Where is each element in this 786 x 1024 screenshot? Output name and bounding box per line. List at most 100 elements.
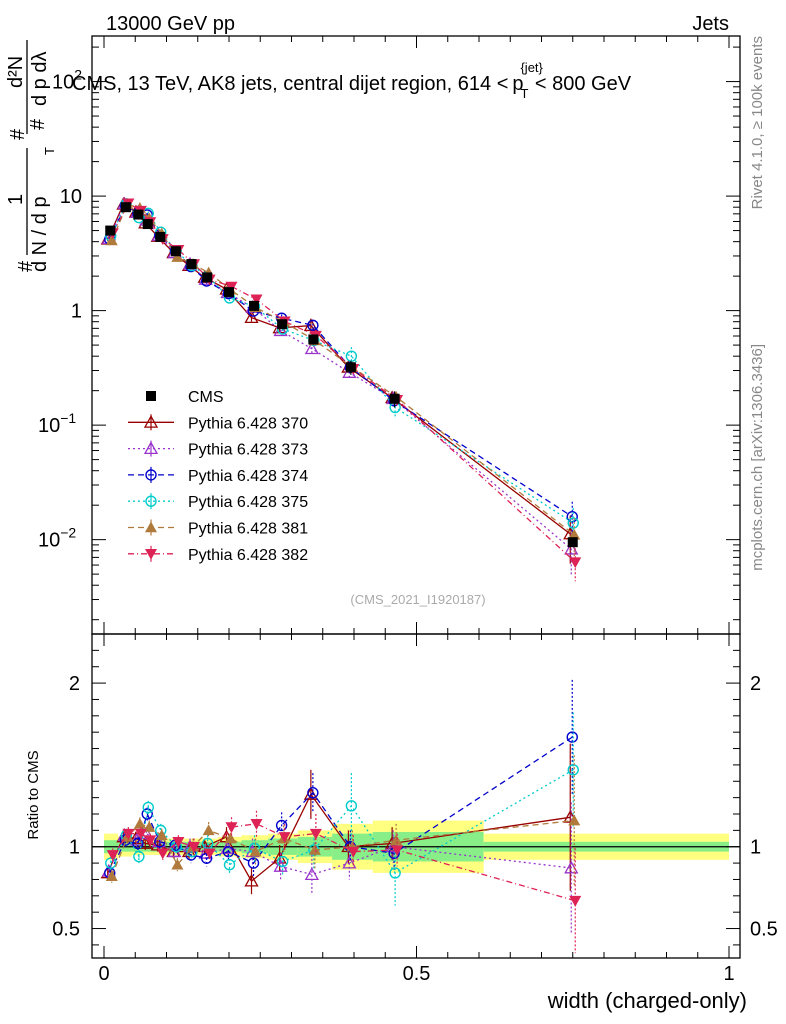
series-point-ratio xyxy=(304,867,319,880)
cms-point xyxy=(142,219,153,230)
series-point-ratio xyxy=(309,828,322,840)
series-point-ratio xyxy=(308,844,321,855)
series-point-ratio xyxy=(222,845,235,858)
legend-label: Pythia 6.428 373 xyxy=(188,442,308,459)
legend-marker xyxy=(143,441,159,455)
series-point-ratio xyxy=(569,895,582,907)
series-point-ratio xyxy=(223,859,236,871)
legend-entry: CMS xyxy=(146,389,224,406)
analysis-watermark: (CMS_2021_I1920187) xyxy=(350,592,485,607)
x-tick-label: 0.5 xyxy=(403,963,431,985)
series-point-main xyxy=(250,294,263,306)
series-point-ratio xyxy=(203,848,216,860)
series-point-ratio xyxy=(224,832,237,844)
series-point-ratio xyxy=(155,829,168,841)
series-point-ratio xyxy=(188,841,200,853)
series-point-ratio xyxy=(172,837,185,848)
axis-ticks: 0 0.5 1 10−2 10−1 1 10 102 0.5 0.5 1 1 2 2 xyxy=(38,36,778,985)
cms-point xyxy=(345,362,356,373)
series-point-main xyxy=(568,528,581,540)
series-point-ratio xyxy=(144,835,157,847)
series-point-ratio xyxy=(197,839,212,853)
cms-point xyxy=(170,246,181,257)
series-point-ratio xyxy=(201,837,214,850)
series-point-ratio xyxy=(568,814,581,826)
x-tick-label: 0 xyxy=(98,963,109,985)
cms-point xyxy=(155,231,166,242)
series-layer xyxy=(100,196,582,954)
series-pythia-6.428-382 xyxy=(106,198,582,954)
series-point-main xyxy=(566,510,578,523)
chart-title: CMS, 13 TeV, AK8 jets, central dijet reg… xyxy=(72,60,632,101)
legend-label: Pythia 6.428 381 xyxy=(188,521,308,538)
legend-label: Pythia 6.428 382 xyxy=(188,547,308,564)
title-main: CMS, 13 TeV, AK8 jets, central dijet reg… xyxy=(72,73,508,95)
y-tick-label-ratio: 1 xyxy=(69,837,80,859)
series-point-main xyxy=(307,319,319,331)
cms-point xyxy=(249,300,259,311)
series-point-main xyxy=(569,557,582,569)
legend-entry: Pythia 6.428 374 xyxy=(128,466,308,485)
series-point-ratio xyxy=(133,850,145,863)
main-plot-frame xyxy=(91,35,741,635)
y-tick-label-main: 10 xyxy=(60,186,82,208)
y-axis-label-main: # 1 d N / d p T # d²N # d p dλ xyxy=(5,40,57,272)
series-point-ratio xyxy=(250,819,263,830)
cms-point xyxy=(224,287,234,298)
cms-point xyxy=(186,259,197,270)
series-point-ratio xyxy=(276,855,289,868)
series-point-ratio xyxy=(390,834,403,845)
y-tick-label-main: 102 xyxy=(52,67,82,94)
series-cms-data xyxy=(105,202,578,548)
legend-marker xyxy=(145,549,157,560)
legend-entry: Pythia 6.428 382 xyxy=(128,545,308,564)
series-point-ratio xyxy=(307,787,319,799)
series-point-ratio xyxy=(156,848,169,860)
legend-marker xyxy=(145,521,157,533)
series-point-main xyxy=(564,541,579,555)
series-point-ratio xyxy=(566,731,578,743)
series-point-ratio xyxy=(249,845,262,857)
legend-marker xyxy=(143,414,159,428)
y-tick-label-main: 1 xyxy=(71,301,82,323)
series-line-main xyxy=(108,202,572,550)
y-axis-label-ratio: Ratio to CMS xyxy=(25,750,42,839)
cms-point xyxy=(202,272,213,283)
series-point-main xyxy=(105,234,118,246)
series-point-main xyxy=(304,341,319,355)
ratio-plot-frame xyxy=(91,633,741,959)
series-point-ratio xyxy=(247,857,260,869)
series-pythia-6.428-375 xyxy=(105,198,579,906)
legend-entry: Pythia 6.428 375 xyxy=(128,493,308,511)
series-point-ratio xyxy=(122,828,135,840)
series-point-ratio xyxy=(278,832,291,843)
y-tick-label-ratio-right: 1 xyxy=(750,837,761,859)
series-pythia-6.428-374 xyxy=(104,199,578,880)
legend-marker xyxy=(145,495,157,507)
cms-point xyxy=(120,202,131,213)
series-point-ratio xyxy=(142,801,154,814)
title-sup: {jet} xyxy=(520,60,543,75)
cms-point xyxy=(567,537,578,548)
series-point-ratio xyxy=(105,870,118,881)
series-point-ratio xyxy=(141,808,153,820)
y-tick-label-ratio-right: 2 xyxy=(750,673,761,695)
ylabel-den: d p dλ xyxy=(29,52,51,106)
ylabel-num: d²N xyxy=(5,56,27,88)
series-point-ratio xyxy=(106,850,119,861)
legend-entry: Pythia 6.428 381 xyxy=(128,519,308,538)
series-point-ratio xyxy=(133,817,146,829)
series-point-main xyxy=(567,517,579,529)
legend-marker xyxy=(145,469,157,481)
legend-entry: Pythia 6.428 373 xyxy=(128,440,308,459)
series-point-ratio xyxy=(105,857,117,869)
y-tick-label-main: 10−2 xyxy=(38,525,76,552)
y-tick-label-ratio: 0.5 xyxy=(52,919,80,941)
ylabel-hash-3: # xyxy=(27,118,49,130)
x-axis-label: width (charged-only) xyxy=(547,988,747,1013)
legend-label: Pythia 6.428 370 xyxy=(188,415,308,432)
series-point-ratio xyxy=(132,837,144,850)
legend-marker xyxy=(146,391,156,401)
series-pythia-6.428-381 xyxy=(105,198,581,886)
